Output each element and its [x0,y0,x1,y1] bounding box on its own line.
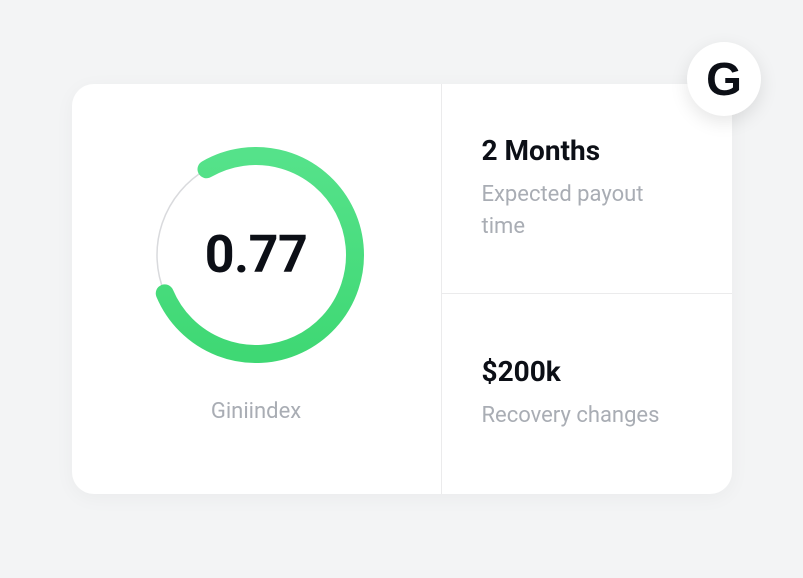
recovery-changes-stat: $200k Recovery changes [442,293,732,494]
expected-payout-value: 2 Months [482,134,692,167]
gauge-label: Giniindex [211,399,301,424]
metrics-card: 0.77 Giniindex 2 Months Expected payout … [72,84,732,494]
brand-badge: G [687,42,761,116]
expected-payout-label: Expected payout time [482,179,692,243]
expected-payout-stat: 2 Months Expected payout time [442,84,732,293]
gini-gauge: 0.77 [146,145,366,365]
recovery-changes-label: Recovery changes [482,400,692,432]
gauge-panel: 0.77 Giniindex [72,84,442,494]
brand-letter-icon: G [706,56,742,102]
stats-panel: 2 Months Expected payout time $200k Reco… [442,84,732,494]
recovery-changes-value: $200k [482,355,692,388]
gauge-svg [146,145,366,365]
